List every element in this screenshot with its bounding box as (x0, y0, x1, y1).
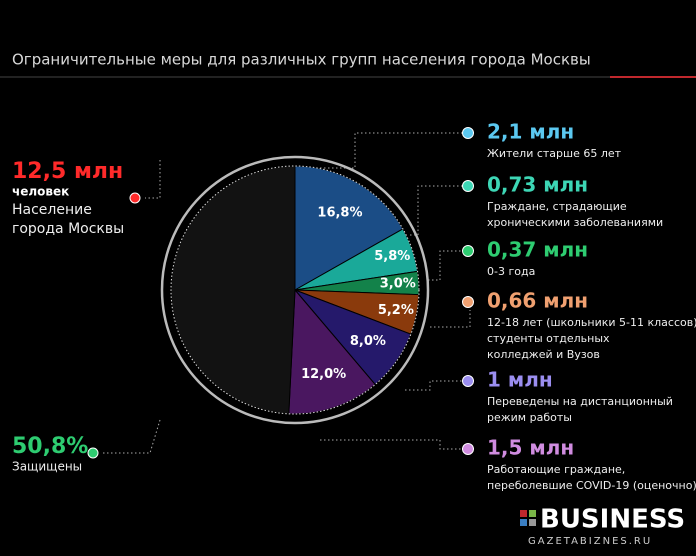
callout-dot (462, 443, 474, 455)
slice-label: 16,8% (317, 205, 362, 220)
logo-name: BUSINESS (540, 505, 685, 535)
logo-site: GAZETABIZNES.RU (528, 536, 652, 547)
callout-value: 2,1 млн (487, 120, 574, 144)
logo: BUSINESS GAZETABIZNES.RU (520, 505, 685, 547)
pie-outline (170, 165, 420, 415)
slice-label: 8,0% (350, 334, 386, 349)
callout-value: 0,66 млн (487, 289, 588, 313)
callout-value: 1,5 млн (487, 436, 574, 460)
population-unit: человек (12, 185, 69, 199)
callout-text: колледжей и Вузов (487, 348, 600, 361)
callout-value: 1 млн (487, 368, 553, 392)
protected-dot (87, 447, 99, 459)
callout-text: Работающие граждане, (487, 463, 625, 476)
callout-text: переболевшие COVID-19 (оценочно) (487, 479, 696, 492)
callout-dot (462, 245, 474, 257)
logo-square (529, 519, 536, 526)
slice-label: 5,8% (374, 249, 410, 264)
population-text: города Москвы (12, 221, 124, 237)
logo-square (529, 510, 536, 517)
callout-dot (462, 127, 474, 139)
logo-square (520, 510, 527, 517)
callout-dot (462, 180, 474, 192)
callout-value: 0,73 млн (487, 173, 588, 197)
population-dot (129, 192, 141, 204)
callout-dot (462, 375, 474, 387)
callout-text: 12-18 лет (школьники 5-11 классов), (487, 316, 696, 329)
callout-text: Переведены на дистанционный (487, 395, 673, 408)
callout-text: Жители старше 65 лет (487, 147, 622, 160)
callout-text: студенты отдельных (487, 332, 610, 345)
callout-text: Граждане, страдающие (487, 200, 627, 213)
protected-value: 50,8% (12, 434, 88, 459)
callout-text: 0-3 года (487, 265, 535, 278)
chart-title: Ограничительные меры для различных групп… (12, 51, 591, 69)
slice-label: 5,2% (378, 303, 414, 318)
callout-dot (462, 296, 474, 308)
slice-label: 12,0% (301, 367, 346, 382)
pie-ring (160, 155, 430, 425)
population-value: 12,5 млн (12, 159, 123, 184)
protected-label: Защищены (12, 460, 82, 474)
callout-text: режим работы (487, 411, 572, 424)
callout-text: хроническими заболеваниями (487, 216, 663, 229)
slice-label: 3,0% (380, 277, 416, 292)
population-text: Население (12, 202, 92, 218)
connectors (103, 132, 471, 454)
left-notes: 12,5 млн человек Население города Москвы… (12, 159, 141, 474)
callout-value: 0,37 млн (487, 238, 588, 262)
logo-square (520, 519, 527, 526)
